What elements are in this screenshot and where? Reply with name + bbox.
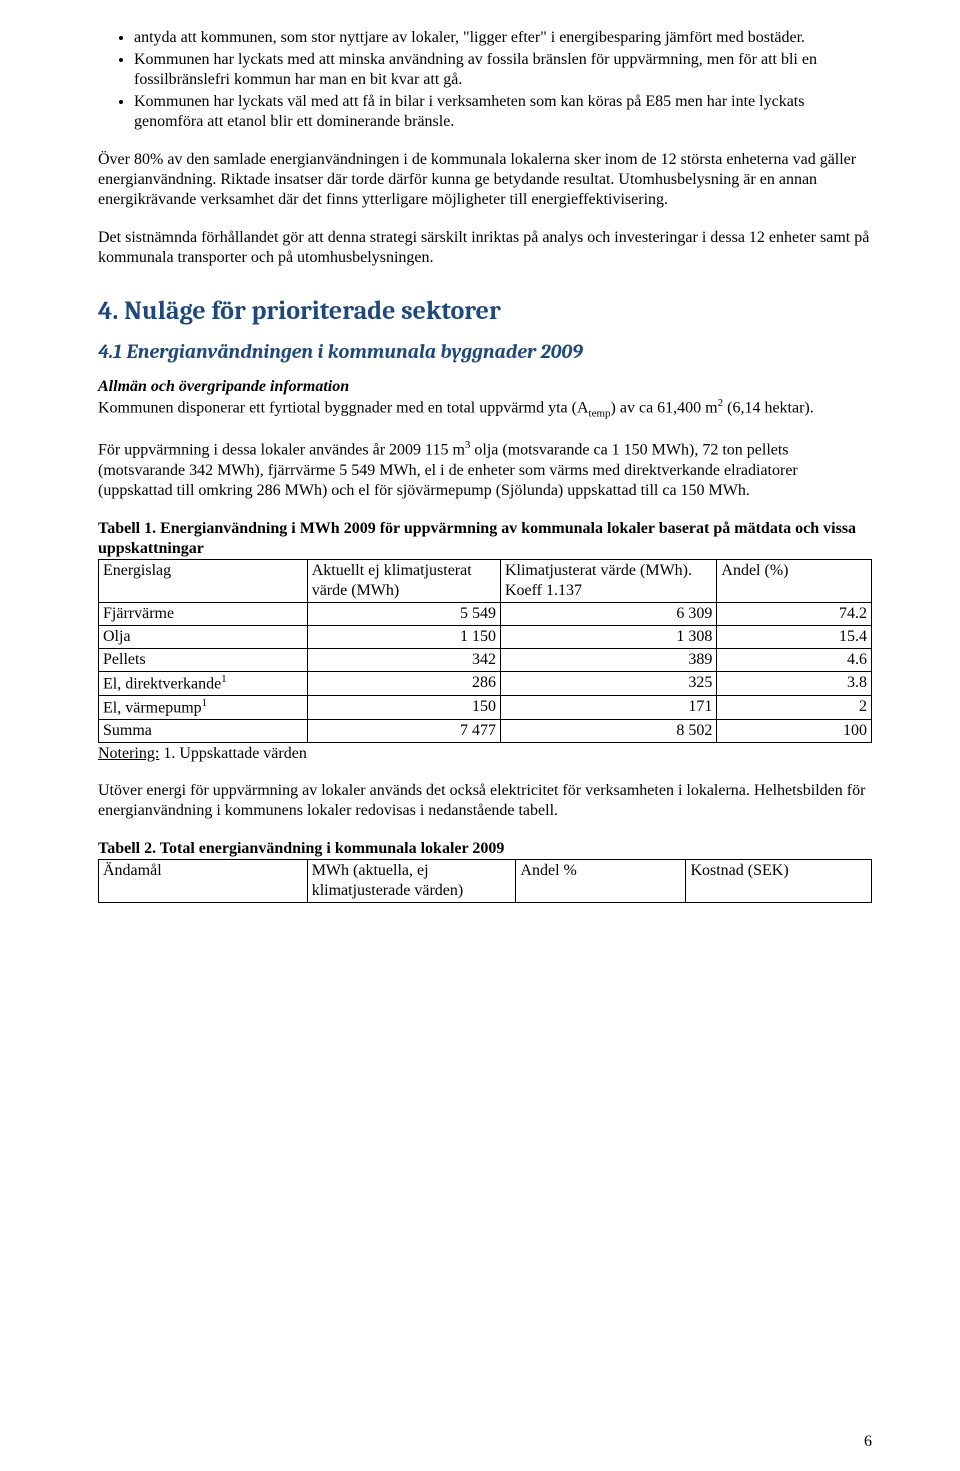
table-cell: 1 150 <box>307 625 500 648</box>
bullet-item: Kommunen har lyckats väl med att få in b… <box>134 92 872 132</box>
table-row: El, värmepump1 150 171 2 <box>99 695 872 719</box>
table-cell: 325 <box>500 671 716 695</box>
table-total-energy: Ändamål MWh (aktuella, ej klimatjusterad… <box>98 859 872 903</box>
bullet-item: antyda att kommunen, som stor nyttjare a… <box>134 28 872 48</box>
paragraph: Det sistnämnda förhållandet gör att denn… <box>98 228 872 268</box>
page-number: 6 <box>864 1433 872 1451</box>
subsection-heading: 4.1 Energianvändningen i kommunala byggn… <box>98 340 872 363</box>
table-cell: 3.8 <box>717 671 872 695</box>
table-header-cell: Kostnad (SEK) <box>686 860 872 903</box>
section-heading: 4. Nuläge för prioriterade sektorer <box>98 296 872 326</box>
table-header-cell: Aktuellt ej klimatjusterat värde (MWh) <box>307 559 500 602</box>
text: Kommunen disponerar ett fyrtiotal byggna… <box>98 399 589 416</box>
table-header-cell: Andel (%) <box>717 559 872 602</box>
superscript: 1 <box>202 697 208 709</box>
table-footnote: Notering: 1. Uppskattade värden <box>98 745 872 763</box>
table-cell: El, direktverkande1 <box>99 671 308 695</box>
paragraph: För uppvärmning i dessa lokaler användes… <box>98 439 872 500</box>
table-cell: Olja <box>99 625 308 648</box>
table-row: Fjärrvärme 5 549 6 309 74.2 <box>99 602 872 625</box>
table-cell: Fjärrvärme <box>99 602 308 625</box>
text: ) av ca 61,400 m <box>611 399 718 416</box>
table-cell: El, värmepump1 <box>99 695 308 719</box>
table-caption: Tabell 2. Total energianvändning i kommu… <box>98 839 872 859</box>
table-cell: 15.4 <box>717 625 872 648</box>
table-cell: Pellets <box>99 648 308 671</box>
table-cell: 389 <box>500 648 716 671</box>
table-cell: 6 309 <box>500 602 716 625</box>
text-underline: Notering: <box>98 745 159 762</box>
text: (6,14 hektar). <box>723 399 814 416</box>
table-cell: 5 549 <box>307 602 500 625</box>
table-header-cell: Klimatjusterat värde (MWh). Koeff 1.137 <box>500 559 716 602</box>
table-cell: 74.2 <box>717 602 872 625</box>
table-row: Pellets 342 389 4.6 <box>99 648 872 671</box>
paragraph: Utöver energi för uppvärmning av lokaler… <box>98 781 872 821</box>
table-header-row: Energislag Aktuellt ej klimatjusterat vä… <box>99 559 872 602</box>
table-cell: 8 502 <box>500 720 716 743</box>
table-header-row: Ändamål MWh (aktuella, ej klimatjusterad… <box>99 860 872 903</box>
table-cell: 2 <box>717 695 872 719</box>
document-page: antyda att kommunen, som stor nyttjare a… <box>0 0 960 1471</box>
superscript: 1 <box>221 673 227 685</box>
table-cell: 286 <box>307 671 500 695</box>
text: 1. Uppskattade värden <box>159 745 307 762</box>
table-row: Summa 7 477 8 502 100 <box>99 720 872 743</box>
bullet-list: antyda att kommunen, som stor nyttjare a… <box>98 28 872 132</box>
table-cell: 4.6 <box>717 648 872 671</box>
table-header-cell: MWh (aktuella, ej klimatjusterade värden… <box>307 860 516 903</box>
table-caption: Tabell 1. Energianvändning i MWh 2009 fö… <box>98 519 872 559</box>
table-energy-heating: Energislag Aktuellt ej klimatjusterat vä… <box>98 559 872 744</box>
table-row: El, direktverkande1 286 325 3.8 <box>99 671 872 695</box>
table-header-cell: Energislag <box>99 559 308 602</box>
table-cell: 7 477 <box>307 720 500 743</box>
table-cell: 150 <box>307 695 500 719</box>
subscript: temp <box>589 408 611 420</box>
table-cell: 171 <box>500 695 716 719</box>
table-header-cell: Andel % <box>516 860 686 903</box>
paragraph: Allmän och övergripande information Komm… <box>98 377 872 421</box>
table-cell: 342 <box>307 648 500 671</box>
table-header-cell: Ändamål <box>99 860 308 903</box>
table-cell: 100 <box>717 720 872 743</box>
bullet-item: Kommunen har lyckats med att minska anvä… <box>134 50 872 90</box>
text: För uppvärmning i dessa lokaler användes… <box>98 442 465 459</box>
inline-heading: Allmän och övergripande information <box>98 378 349 395</box>
paragraph: Över 80% av den samlade energianvändning… <box>98 150 872 210</box>
table-cell: Summa <box>99 720 308 743</box>
table-cell: 1 308 <box>500 625 716 648</box>
table-row: Olja 1 150 1 308 15.4 <box>99 625 872 648</box>
